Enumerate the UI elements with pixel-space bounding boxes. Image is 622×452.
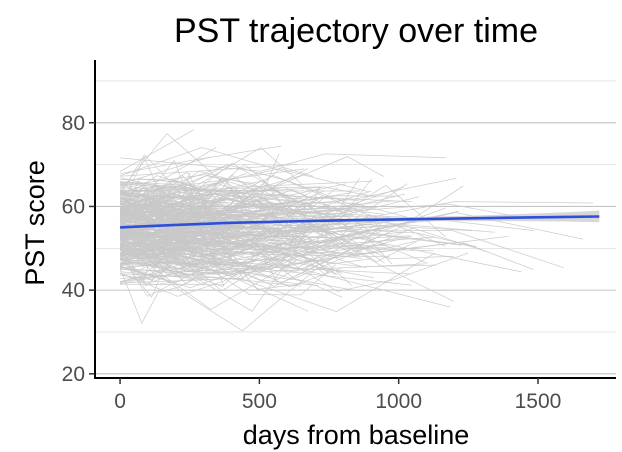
trajectory-line (119, 168, 308, 221)
trajectory-line (120, 190, 198, 212)
trajectory-line (120, 146, 217, 181)
trajectory-line (120, 145, 282, 175)
trajectory-line (120, 247, 372, 287)
trajectory-line (120, 260, 208, 281)
x-tick-label: 500 (242, 390, 277, 413)
trajectory-line (120, 164, 298, 177)
trajectory-line (119, 147, 294, 177)
y-axis-label: PST score (20, 160, 50, 286)
trajectory-line (120, 168, 369, 208)
x-tick-label: 0 (114, 390, 126, 413)
y-tick-label: 80 (62, 112, 85, 135)
trajectory-line (119, 240, 354, 297)
trajectory-line (120, 179, 222, 244)
trajectory-line (120, 237, 400, 272)
trajectory-line (120, 253, 412, 286)
trajectory-line (119, 170, 358, 216)
trajectory-line (119, 193, 190, 225)
trajectory-line (119, 202, 372, 257)
trajectory-line (120, 241, 343, 274)
trajectory-line (119, 268, 195, 324)
trajectory-line (120, 263, 425, 279)
trajectory-line (120, 268, 317, 332)
trajectory-line (120, 255, 309, 312)
trajectory-line (119, 266, 343, 298)
trajectory-line (120, 164, 370, 220)
axes (89, 60, 616, 384)
individual-trajectories (119, 129, 594, 332)
trajectory-line (120, 227, 414, 281)
trajectory-line (120, 191, 324, 235)
trajectory-line (120, 183, 346, 205)
trajectory-line (120, 189, 280, 192)
trajectory-line (120, 192, 239, 201)
tick-labels: 20 40 60 80 0 500 1000 1500 (62, 112, 562, 413)
trajectory-line (119, 244, 173, 298)
trajectory-line (119, 190, 372, 225)
trajectory-line (119, 182, 214, 209)
trajectory-line (120, 250, 366, 272)
trajectory-line (120, 248, 340, 292)
trajectory-line (120, 194, 166, 200)
trajectory-line (119, 207, 446, 258)
trajectory-line (120, 156, 384, 193)
trajectory-line (120, 192, 352, 230)
trajectory-line (120, 213, 166, 218)
trajectory-line (120, 245, 337, 280)
trajectory-line (120, 246, 207, 282)
trajectory-line (120, 196, 393, 265)
trajectory-line (120, 196, 241, 233)
trend-line (120, 215, 600, 229)
trajectory-line (120, 186, 321, 191)
trajectory-line (119, 203, 199, 240)
trajectory-line (119, 226, 258, 258)
trajectory-line (120, 230, 305, 290)
trajectory-line (120, 231, 406, 248)
trajectory-line (120, 237, 534, 270)
y-tick-label: 20 (62, 363, 85, 386)
chart-title: PST trajectory over time (174, 12, 538, 50)
trajectory-line (119, 133, 314, 202)
x-tick-label: 1000 (375, 390, 422, 413)
trajectory-line (119, 204, 264, 236)
trajectory-line (120, 233, 413, 285)
trajectory-line (119, 164, 357, 207)
trajectory-line (120, 178, 372, 242)
trajectory-line (120, 224, 363, 247)
trend-layer (120, 215, 600, 229)
x-axis-label: days from baseline (243, 420, 470, 450)
trajectory-line (119, 230, 338, 275)
trajectory-line (120, 211, 289, 240)
trajectory-line (119, 259, 337, 296)
trajectory-line (119, 219, 283, 287)
trajectory-line (119, 191, 295, 228)
trajectory-line (119, 228, 186, 260)
y-tick-label: 40 (62, 279, 85, 302)
x-tick-label: 1500 (515, 390, 562, 413)
y-tick-label: 60 (62, 195, 85, 218)
trajectory-line (119, 205, 221, 260)
trajectory-line (119, 183, 408, 235)
trajectory-line (119, 129, 195, 172)
trajectory-line (120, 153, 446, 172)
